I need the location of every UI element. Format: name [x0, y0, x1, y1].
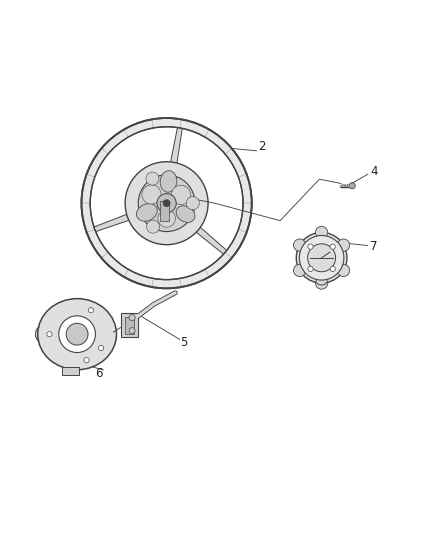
Text: 7: 7 [370, 240, 378, 253]
Ellipse shape [176, 206, 195, 222]
Circle shape [158, 210, 175, 227]
Ellipse shape [160, 171, 177, 192]
Circle shape [296, 232, 347, 283]
Circle shape [315, 227, 328, 239]
Circle shape [146, 172, 159, 185]
Circle shape [125, 161, 208, 245]
Circle shape [99, 345, 104, 351]
Circle shape [337, 239, 350, 251]
Circle shape [308, 244, 313, 249]
Polygon shape [94, 209, 141, 232]
Circle shape [66, 323, 88, 345]
Text: 1: 1 [296, 245, 304, 258]
Bar [125, 317, 134, 334]
Circle shape [129, 314, 135, 321]
Circle shape [330, 266, 336, 271]
Circle shape [330, 244, 336, 249]
Text: 2: 2 [258, 140, 265, 153]
Circle shape [81, 118, 252, 288]
Ellipse shape [38, 298, 117, 370]
Circle shape [163, 200, 170, 207]
Circle shape [186, 197, 199, 210]
Circle shape [47, 332, 52, 337]
Circle shape [299, 236, 344, 280]
Circle shape [171, 185, 191, 205]
Circle shape [138, 175, 195, 231]
Text: 5: 5 [180, 336, 188, 350]
Circle shape [315, 277, 328, 289]
Polygon shape [186, 219, 227, 254]
Circle shape [307, 244, 336, 272]
Circle shape [88, 308, 94, 313]
Circle shape [157, 193, 176, 213]
Circle shape [337, 264, 350, 277]
Circle shape [84, 358, 89, 363]
Text: 6: 6 [95, 367, 102, 380]
Circle shape [90, 127, 243, 280]
Circle shape [59, 316, 95, 352]
Bar [121, 313, 138, 337]
Polygon shape [168, 127, 182, 176]
Circle shape [147, 220, 159, 233]
Circle shape [293, 264, 306, 277]
Circle shape [308, 266, 313, 271]
Polygon shape [160, 201, 169, 221]
Circle shape [293, 239, 306, 251]
Polygon shape [62, 367, 79, 375]
Circle shape [142, 185, 161, 204]
Text: 4: 4 [370, 165, 378, 178]
Circle shape [349, 183, 355, 189]
Circle shape [129, 328, 135, 334]
Ellipse shape [137, 204, 157, 221]
